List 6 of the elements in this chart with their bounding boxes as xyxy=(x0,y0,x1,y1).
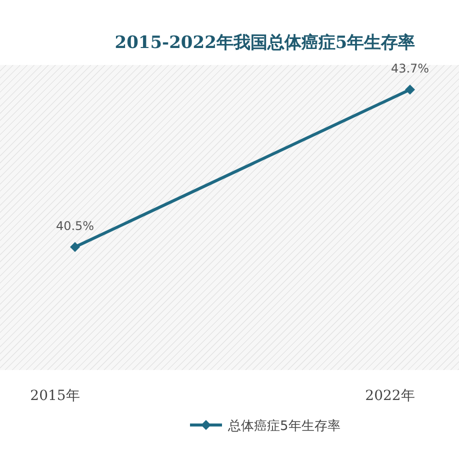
legend-label: 总体癌症5年生存率 xyxy=(227,418,340,434)
data-label: 40.5% xyxy=(56,219,94,234)
x-tick-label: 2022年 xyxy=(365,388,415,404)
data-label: 43.7% xyxy=(390,62,430,76)
x-tick-label: 2015年 xyxy=(30,388,80,404)
chart-title: 2015-2022年我国总体癌症5年生存率 xyxy=(114,33,416,53)
